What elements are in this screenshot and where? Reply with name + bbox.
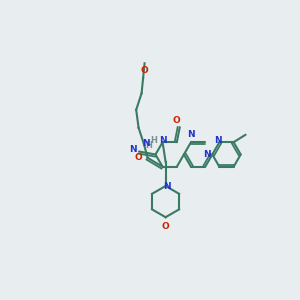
- Text: O: O: [141, 66, 148, 75]
- Text: O: O: [134, 153, 142, 162]
- Text: N: N: [203, 150, 211, 159]
- Text: N: N: [159, 136, 167, 145]
- Text: H: H: [145, 141, 152, 150]
- Text: H: H: [150, 136, 157, 145]
- Text: N: N: [129, 146, 136, 154]
- Text: O: O: [173, 116, 181, 125]
- Text: N: N: [142, 139, 150, 148]
- Text: O: O: [162, 222, 170, 231]
- Text: N: N: [187, 130, 195, 139]
- Text: N: N: [214, 136, 222, 145]
- Text: N: N: [163, 182, 171, 191]
